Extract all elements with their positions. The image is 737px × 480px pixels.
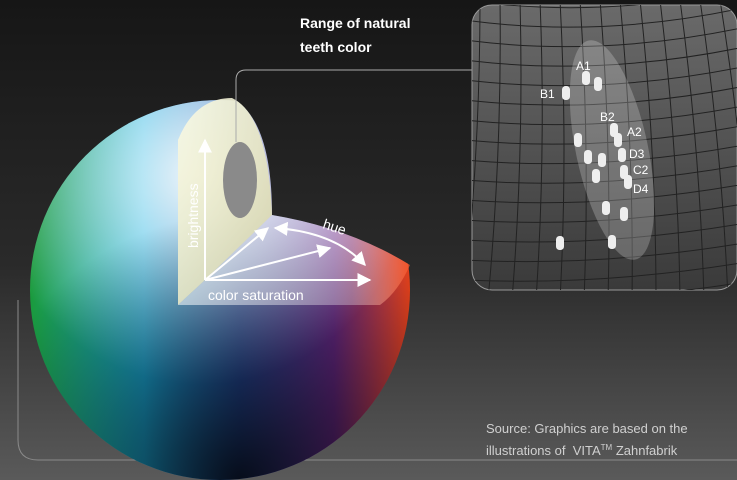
grid-line	[472, 222, 737, 243]
source-line: illustrations of VITATM Zahnfabrik	[486, 443, 678, 458]
grid-line	[559, 5, 565, 290]
source-text: illustrations of VITA	[486, 443, 601, 458]
shade-label: A2	[627, 125, 642, 139]
grid-line	[472, 7, 737, 28]
grid-line	[579, 5, 587, 290]
grid	[472, 5, 737, 290]
shade-label: B1	[540, 87, 555, 101]
tooth	[602, 201, 610, 215]
tooth	[584, 150, 592, 164]
tooth	[598, 153, 606, 167]
grid-line	[719, 5, 737, 290]
shade-label: D3	[629, 147, 645, 161]
tooth	[618, 148, 626, 162]
grid-line	[639, 5, 657, 290]
tooth	[614, 133, 622, 147]
saturation-label: color saturation	[208, 287, 304, 303]
title-line: Range of natural	[300, 15, 410, 31]
grid-line	[472, 105, 737, 126]
teeth-region	[223, 142, 257, 218]
arrow	[204, 227, 270, 281]
brightness-label: brightness	[185, 183, 201, 248]
trademark: TM	[601, 443, 613, 452]
hue-arrow	[273, 221, 366, 267]
tooth	[556, 236, 564, 250]
grid-line	[472, 124, 737, 145]
grid-line	[472, 163, 737, 184]
tooth	[624, 175, 632, 189]
grid-line	[699, 5, 729, 290]
grid-line	[472, 242, 737, 263]
source-line: Source: Graphics are based on the	[486, 421, 688, 436]
grid-line	[487, 5, 501, 290]
grid-line	[472, 203, 737, 223]
shade-label: D4	[633, 182, 649, 196]
shade-label: A1	[576, 59, 591, 73]
tooth	[562, 86, 570, 100]
teeth-range	[569, 40, 655, 260]
grid-line	[472, 5, 737, 9]
frame	[17, 300, 737, 461]
tooth	[592, 169, 600, 183]
tooth	[582, 71, 590, 85]
source-text: Zahnfabrik	[612, 443, 678, 458]
hue-label: hue	[321, 216, 348, 239]
tooth	[594, 77, 602, 91]
tooth	[608, 235, 616, 249]
grid-line	[511, 5, 522, 290]
grid-line	[472, 281, 737, 290]
grid-line	[599, 5, 610, 290]
panel	[471, 4, 737, 291]
grid-line	[619, 5, 633, 290]
grid-line	[535, 5, 543, 290]
grid-line	[472, 46, 737, 67]
shade-label: B2	[600, 110, 615, 124]
shade-label: C2	[633, 163, 649, 177]
grid-line	[472, 261, 737, 282]
tooth	[574, 133, 582, 147]
color-sphere	[30, 98, 411, 480]
title-line: teeth color	[300, 39, 372, 55]
grid-line	[679, 5, 705, 290]
grid-line	[472, 26, 737, 48]
grid-line	[659, 5, 681, 290]
connector	[235, 69, 490, 142]
teeth	[556, 71, 632, 250]
tooth	[620, 207, 628, 221]
axes-arrows	[198, 138, 372, 287]
grid-line	[472, 5, 481, 290]
inset-panel: A1 B1 B2 A2 D3 C2 D4	[471, 4, 737, 291]
grid-line	[472, 183, 737, 204]
